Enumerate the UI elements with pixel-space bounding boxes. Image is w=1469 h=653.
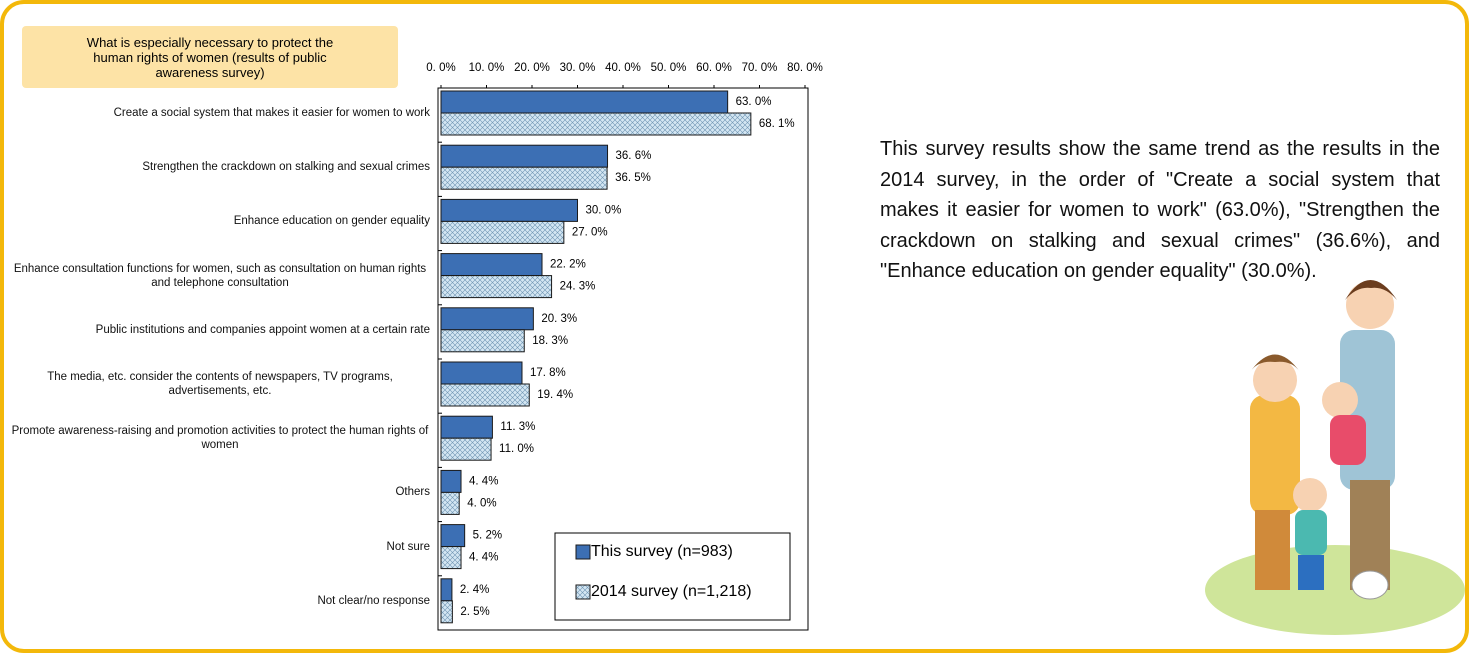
value-label: 4. 4%	[469, 475, 498, 487]
bar	[440, 361, 523, 385]
value-label: 20. 3%	[541, 313, 577, 325]
value-label: 68. 1%	[759, 118, 795, 130]
value-label: 30. 0%	[586, 204, 622, 216]
bar	[440, 90, 729, 114]
value-label: 36. 6%	[616, 150, 652, 162]
value-label: 11. 0%	[499, 443, 534, 455]
chart-title: What is especially necessary to protect …	[86, 34, 334, 80]
bar	[440, 469, 462, 493]
category-label-wrap: Not clear/no response	[317, 594, 430, 608]
bar	[440, 546, 462, 570]
value-label: 17. 8%	[530, 367, 566, 379]
category-label: Not sure	[386, 540, 430, 553]
legend-label: 2014 survey (n=1,218)	[591, 583, 752, 600]
category-label-wrap: The media, etc. consider the contents of…	[10, 370, 430, 398]
value-label: 4. 0%	[467, 497, 496, 509]
bar	[440, 415, 493, 439]
bar	[440, 437, 492, 461]
x-tick-label: 50. 0%	[651, 62, 687, 74]
value-label: 2. 4%	[460, 584, 489, 596]
x-tick-label: 20. 0%	[514, 62, 550, 74]
x-tick-label: 40. 0%	[605, 62, 641, 74]
value-label: 24. 3%	[560, 281, 596, 293]
legend-swatch	[575, 544, 591, 560]
bar	[440, 524, 466, 548]
bar	[440, 112, 752, 136]
illustration	[1205, 280, 1465, 635]
value-label: 27. 0%	[572, 226, 608, 238]
legend-swatch	[575, 584, 591, 600]
x-tick-label: 80. 0%	[787, 62, 823, 74]
bar	[440, 275, 553, 299]
bar	[440, 253, 543, 277]
category-label-wrap: Promote awareness-raising and promotion …	[10, 424, 430, 452]
category-label: Not clear/no response	[317, 594, 430, 607]
category-label: Others	[395, 486, 430, 499]
bar	[440, 491, 460, 515]
category-label-wrap: Others	[395, 485, 430, 499]
value-label: 22. 2%	[550, 259, 586, 271]
bar	[440, 329, 525, 353]
category-label-wrap: Strengthen the crackdown on stalking and…	[142, 160, 430, 174]
legend-box	[554, 532, 791, 621]
description: This survey results show the same trend …	[880, 138, 1440, 282]
bar	[440, 383, 530, 407]
value-label: 5. 2%	[473, 530, 502, 542]
bar	[440, 166, 608, 190]
value-label: 2. 5%	[460, 606, 489, 618]
value-label: 19. 4%	[537, 389, 573, 401]
title-box: What is especially necessary to protect …	[22, 26, 398, 88]
category-label: Enhance consultation functions for women…	[13, 262, 427, 289]
bar	[440, 144, 609, 168]
category-label: Strengthen the crackdown on stalking and…	[142, 161, 430, 174]
bar	[440, 578, 453, 602]
x-tick-label: 0. 0%	[426, 62, 455, 74]
bar	[440, 220, 565, 244]
bar	[440, 307, 534, 331]
value-label: 11. 3%	[500, 421, 535, 433]
x-tick-label: 60. 0%	[696, 62, 732, 74]
category-label: The media, etc. consider the contents of…	[47, 371, 393, 397]
x-tick-label: 70. 0%	[742, 62, 778, 74]
category-label-wrap: Not sure	[387, 540, 430, 554]
value-label: 18. 3%	[532, 335, 568, 347]
legend-label: This survey (n=983)	[591, 543, 733, 560]
category-label-wrap: Enhance consultation functions for women…	[10, 262, 430, 290]
bar	[440, 198, 578, 222]
category-label: Public institutions and companies appoin…	[95, 323, 430, 336]
category-label: Enhance education on gender equality	[233, 215, 430, 228]
bar	[440, 600, 453, 624]
category-label-wrap: Create a social system that makes it eas…	[114, 106, 430, 120]
value-label: 63. 0%	[736, 96, 772, 108]
x-tick-label: 30. 0%	[560, 62, 596, 74]
category-label-wrap: Public institutions and companies appoin…	[96, 323, 430, 337]
x-tick-label: 10. 0%	[469, 62, 505, 74]
value-label: 4. 4%	[469, 552, 498, 564]
category-label: Promote awareness-raising and promotion …	[11, 425, 429, 452]
category-label: Create a social system that makes it eas…	[113, 107, 430, 119]
category-label-wrap: Enhance education on gender equality	[234, 214, 430, 228]
value-label: 36. 5%	[615, 172, 651, 184]
